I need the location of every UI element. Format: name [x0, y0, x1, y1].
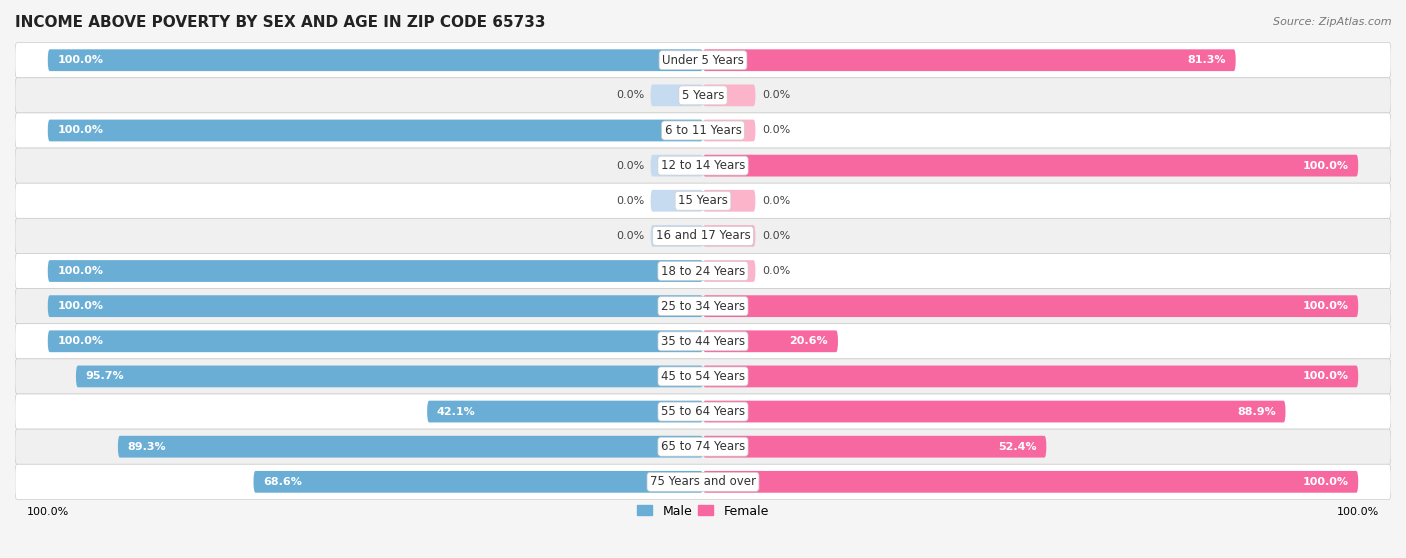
FancyBboxPatch shape — [703, 401, 1285, 422]
Text: 0.0%: 0.0% — [762, 90, 790, 100]
FancyBboxPatch shape — [703, 225, 755, 247]
Text: 42.1%: 42.1% — [437, 407, 475, 417]
Text: 75 Years and over: 75 Years and over — [650, 475, 756, 488]
Text: 0.0%: 0.0% — [616, 90, 644, 100]
Text: 68.6%: 68.6% — [263, 477, 302, 487]
Text: Source: ZipAtlas.com: Source: ZipAtlas.com — [1274, 17, 1392, 27]
Text: 100.0%: 100.0% — [1302, 372, 1348, 382]
Text: 18 to 24 Years: 18 to 24 Years — [661, 264, 745, 277]
Text: 100.0%: 100.0% — [1302, 161, 1348, 171]
Text: 55 to 64 Years: 55 to 64 Years — [661, 405, 745, 418]
Text: 100.0%: 100.0% — [58, 55, 104, 65]
FancyBboxPatch shape — [15, 218, 1391, 253]
FancyBboxPatch shape — [15, 359, 1391, 394]
FancyBboxPatch shape — [48, 330, 703, 352]
FancyBboxPatch shape — [703, 260, 755, 282]
FancyBboxPatch shape — [651, 155, 703, 176]
FancyBboxPatch shape — [703, 49, 1236, 71]
FancyBboxPatch shape — [703, 436, 1046, 458]
Text: 6 to 11 Years: 6 to 11 Years — [665, 124, 741, 137]
Text: 0.0%: 0.0% — [616, 231, 644, 241]
Text: 0.0%: 0.0% — [762, 196, 790, 206]
FancyBboxPatch shape — [15, 78, 1391, 113]
FancyBboxPatch shape — [15, 42, 1391, 78]
FancyBboxPatch shape — [253, 471, 703, 493]
Text: Under 5 Years: Under 5 Years — [662, 54, 744, 67]
FancyBboxPatch shape — [15, 148, 1391, 183]
FancyBboxPatch shape — [703, 155, 1358, 176]
Text: 100.0%: 100.0% — [1302, 301, 1348, 311]
Text: 45 to 54 Years: 45 to 54 Years — [661, 370, 745, 383]
Text: 15 Years: 15 Years — [678, 194, 728, 207]
FancyBboxPatch shape — [703, 190, 755, 211]
Text: 0.0%: 0.0% — [762, 266, 790, 276]
Text: 52.4%: 52.4% — [998, 442, 1036, 451]
FancyBboxPatch shape — [703, 119, 755, 141]
FancyBboxPatch shape — [76, 365, 703, 387]
Text: 88.9%: 88.9% — [1237, 407, 1275, 417]
Text: 89.3%: 89.3% — [128, 442, 166, 451]
Text: 0.0%: 0.0% — [762, 126, 790, 136]
Text: 100.0%: 100.0% — [58, 126, 104, 136]
FancyBboxPatch shape — [703, 471, 1358, 493]
FancyBboxPatch shape — [15, 324, 1391, 359]
FancyBboxPatch shape — [15, 394, 1391, 429]
FancyBboxPatch shape — [118, 436, 703, 458]
Text: 0.0%: 0.0% — [762, 231, 790, 241]
FancyBboxPatch shape — [703, 84, 755, 106]
FancyBboxPatch shape — [15, 429, 1391, 464]
FancyBboxPatch shape — [703, 365, 1358, 387]
Text: 100.0%: 100.0% — [58, 301, 104, 311]
Text: INCOME ABOVE POVERTY BY SEX AND AGE IN ZIP CODE 65733: INCOME ABOVE POVERTY BY SEX AND AGE IN Z… — [15, 15, 546, 30]
FancyBboxPatch shape — [15, 113, 1391, 148]
FancyBboxPatch shape — [651, 190, 703, 211]
Text: 35 to 44 Years: 35 to 44 Years — [661, 335, 745, 348]
Text: 5 Years: 5 Years — [682, 89, 724, 102]
Text: 0.0%: 0.0% — [616, 196, 644, 206]
FancyBboxPatch shape — [15, 183, 1391, 218]
Text: 100.0%: 100.0% — [58, 266, 104, 276]
Legend: Male, Female: Male, Female — [633, 499, 773, 522]
Text: 12 to 14 Years: 12 to 14 Years — [661, 159, 745, 172]
FancyBboxPatch shape — [48, 260, 703, 282]
FancyBboxPatch shape — [651, 84, 703, 106]
Text: 95.7%: 95.7% — [86, 372, 124, 382]
Text: 100.0%: 100.0% — [58, 336, 104, 347]
FancyBboxPatch shape — [427, 401, 703, 422]
Text: 65 to 74 Years: 65 to 74 Years — [661, 440, 745, 453]
FancyBboxPatch shape — [15, 253, 1391, 288]
Text: 100.0%: 100.0% — [1302, 477, 1348, 487]
Text: 20.6%: 20.6% — [790, 336, 828, 347]
FancyBboxPatch shape — [15, 288, 1391, 324]
Text: 16 and 17 Years: 16 and 17 Years — [655, 229, 751, 242]
Text: 0.0%: 0.0% — [616, 161, 644, 171]
FancyBboxPatch shape — [651, 225, 703, 247]
FancyBboxPatch shape — [703, 330, 838, 352]
FancyBboxPatch shape — [703, 295, 1358, 317]
Text: 81.3%: 81.3% — [1188, 55, 1226, 65]
FancyBboxPatch shape — [48, 49, 703, 71]
FancyBboxPatch shape — [48, 295, 703, 317]
FancyBboxPatch shape — [48, 119, 703, 141]
FancyBboxPatch shape — [15, 464, 1391, 499]
Text: 25 to 34 Years: 25 to 34 Years — [661, 300, 745, 312]
